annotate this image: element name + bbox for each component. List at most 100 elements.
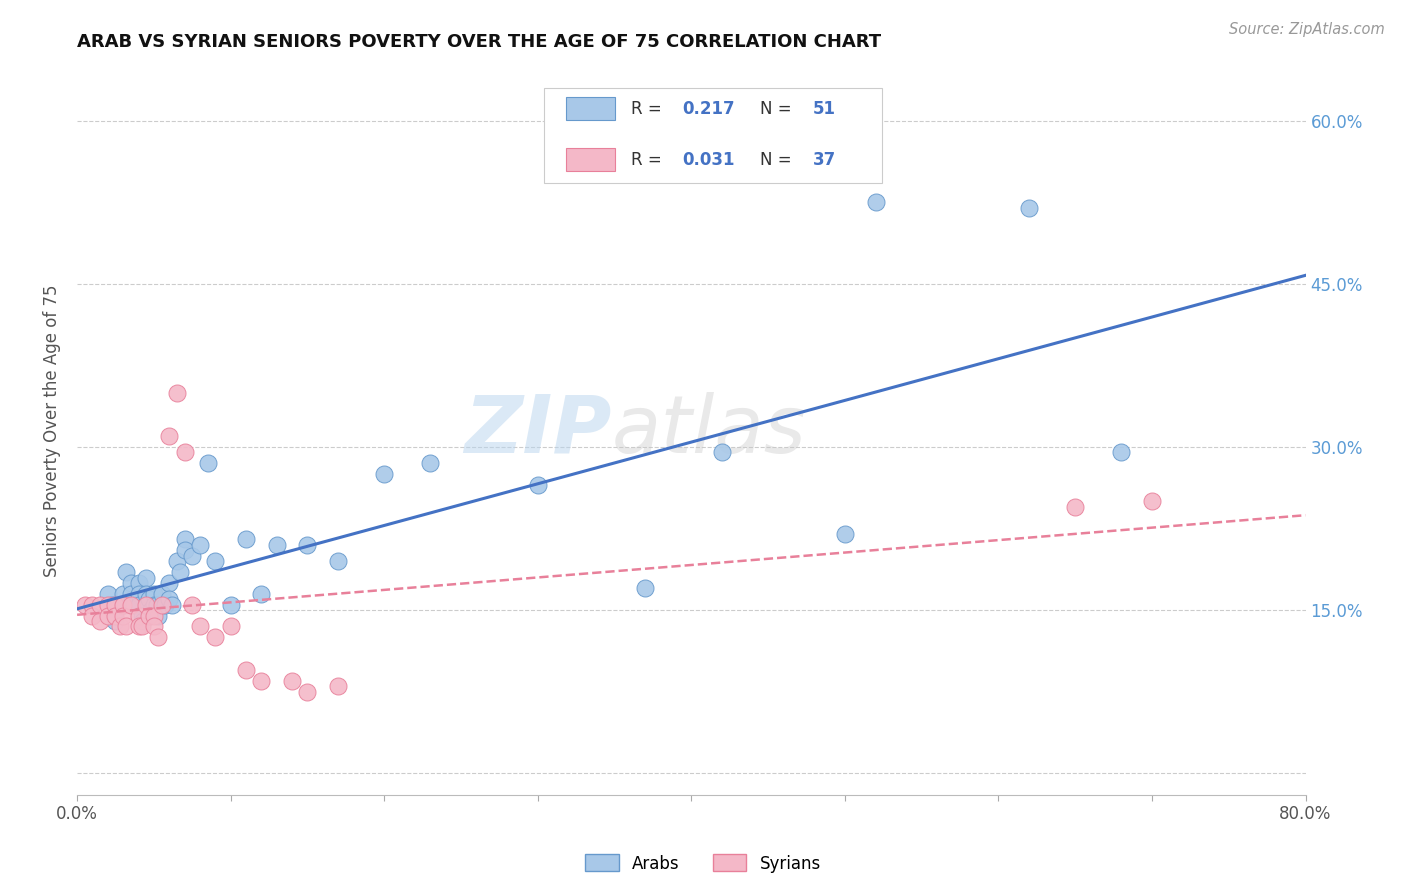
Point [115, 619, 138, 633]
Point [73, 598, 96, 612]
Point [97, 598, 120, 612]
Point [131, 619, 153, 633]
Point [181, 598, 204, 612]
Text: N =: N = [761, 151, 792, 169]
Point [120, 576, 142, 591]
Point [157, 592, 180, 607]
Point [142, 587, 165, 601]
Point [142, 608, 165, 623]
Point [89, 614, 111, 628]
Point [132, 614, 155, 628]
Point [128, 598, 150, 612]
Point [128, 576, 150, 591]
Point [326, 554, 349, 568]
Point [97, 587, 120, 601]
Text: N =: N = [761, 100, 792, 118]
Point [89, 598, 111, 612]
Point [250, 673, 273, 688]
Point [157, 576, 180, 591]
Point [108, 619, 131, 633]
Point [142, 598, 165, 612]
Point [131, 608, 153, 623]
Point [188, 538, 211, 552]
Point [112, 598, 135, 612]
Point [1140, 494, 1163, 508]
Text: Source: ZipAtlas.com: Source: ZipAtlas.com [1229, 22, 1385, 37]
Point [1018, 201, 1040, 215]
Point [162, 598, 184, 612]
Text: 0.031: 0.031 [683, 151, 735, 169]
Point [173, 533, 195, 547]
Point [266, 538, 288, 552]
Point [115, 565, 138, 579]
Text: R =: R = [631, 151, 662, 169]
Point [166, 554, 188, 568]
Point [138, 592, 160, 607]
Text: ZIP: ZIP [464, 392, 612, 470]
Point [128, 587, 150, 601]
Point [120, 598, 142, 612]
Point [148, 608, 170, 623]
Point [112, 598, 135, 612]
Point [104, 598, 127, 612]
Point [634, 582, 657, 596]
Point [120, 587, 142, 601]
FancyBboxPatch shape [567, 97, 616, 120]
Point [150, 587, 173, 601]
Legend: Arabs, Syrians: Arabs, Syrians [578, 847, 828, 880]
Text: ARAB VS SYRIAN SENIORS POVERTY OVER THE AGE OF 75 CORRELATION CHART: ARAB VS SYRIAN SENIORS POVERTY OVER THE … [77, 33, 882, 51]
Point [297, 538, 319, 552]
Text: atlas: atlas [612, 392, 806, 470]
Point [173, 445, 195, 459]
Point [204, 554, 226, 568]
Point [104, 603, 127, 617]
Point [135, 587, 157, 601]
Point [326, 679, 349, 693]
Point [128, 619, 150, 633]
Point [157, 429, 180, 443]
Text: R =: R = [631, 100, 662, 118]
Point [188, 619, 211, 633]
Point [135, 598, 157, 612]
Point [128, 608, 150, 623]
Point [204, 631, 226, 645]
Point [297, 684, 319, 698]
Point [104, 608, 127, 623]
Point [135, 570, 157, 584]
FancyBboxPatch shape [544, 88, 882, 183]
Point [169, 565, 191, 579]
Point [711, 445, 734, 459]
Point [153, 598, 176, 612]
Point [97, 608, 120, 623]
Text: 0.217: 0.217 [683, 100, 735, 118]
Text: 37: 37 [813, 151, 837, 169]
Point [173, 543, 195, 558]
Point [235, 533, 257, 547]
Point [138, 608, 160, 623]
Point [181, 549, 204, 563]
Point [139, 603, 162, 617]
Point [148, 631, 170, 645]
Point [146, 598, 169, 612]
Point [419, 456, 441, 470]
Point [865, 195, 887, 210]
Point [82, 608, 104, 623]
Point [142, 619, 165, 633]
Point [1109, 445, 1132, 459]
Point [235, 663, 257, 677]
Point [1064, 500, 1087, 514]
Point [112, 587, 135, 601]
Point [526, 478, 548, 492]
Point [104, 614, 127, 628]
Point [197, 456, 219, 470]
Point [219, 598, 242, 612]
Point [122, 598, 145, 612]
Point [166, 385, 188, 400]
Point [834, 527, 856, 541]
Point [82, 598, 104, 612]
Point [250, 587, 273, 601]
Point [281, 673, 304, 688]
Point [112, 608, 135, 623]
Point [101, 598, 124, 612]
Text: 51: 51 [813, 100, 837, 118]
